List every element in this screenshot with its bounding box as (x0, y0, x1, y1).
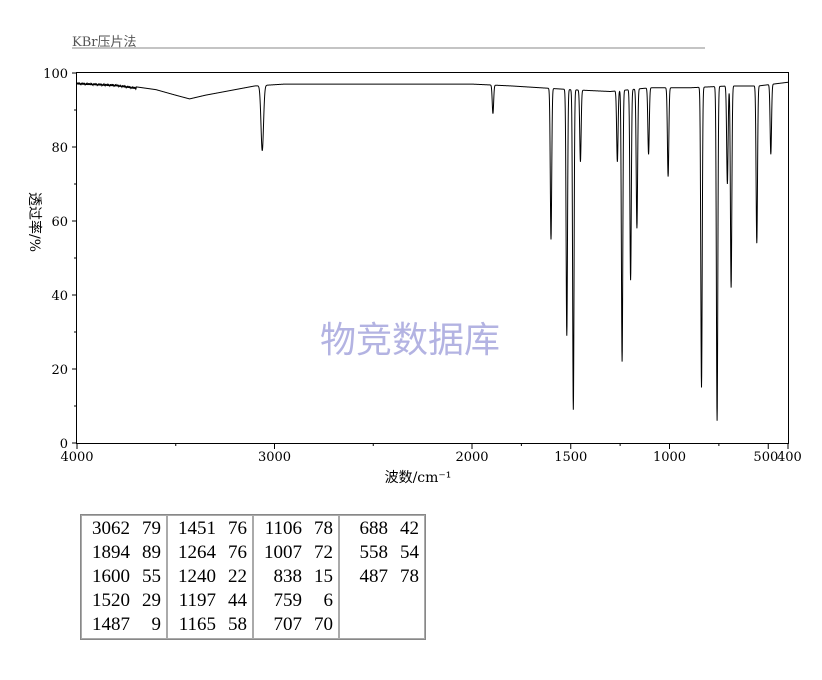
peak-entry: 1165 58 (172, 613, 247, 637)
peak-transmittance: 15 (314, 566, 333, 587)
y-tick-label: 40 (51, 289, 68, 304)
x-tick-label: 2000 (455, 450, 488, 465)
peak-wavenumber: 1520 (92, 590, 130, 611)
peak-wavenumber: 1106 (264, 518, 302, 539)
peak-transmittance: 78 (314, 518, 333, 539)
peak-entry: 688 42 (344, 517, 420, 541)
y-tick-label: 100 (43, 67, 68, 82)
peak-transmittance: 76 (228, 542, 247, 563)
y-tick-label: 0 (60, 437, 68, 452)
peak-transmittance: 76 (228, 518, 247, 539)
peak-transmittance: 79 (142, 518, 161, 539)
x-axis-label: 波数/cm⁻¹ (385, 470, 452, 486)
peak-table-column: 1106 78 1007 72 838 15 759 6 707 70 (253, 515, 339, 639)
peak-wavenumber: 487 (359, 566, 389, 587)
method-label: KBr压片法 (72, 35, 136, 50)
peak-entry: 558 54 (344, 541, 420, 565)
peak-transmittance: 9 (151, 614, 162, 635)
peak-entry: 759 6 (258, 589, 334, 613)
peak-transmittance: 70 (314, 614, 333, 635)
peak-entry: 1487 9 (86, 613, 161, 637)
peak-transmittance: 42 (400, 518, 419, 539)
peak-entry: 1106 78 (258, 517, 333, 541)
peak-wavenumber: 688 (359, 518, 389, 539)
peak-entry: 487 78 (344, 565, 420, 589)
peak-wavenumber: 3062 (92, 518, 130, 539)
peak-wavenumber: 1197 (178, 590, 216, 611)
peak-entry: 3062 79 (86, 517, 161, 541)
peak-transmittance: 44 (228, 590, 247, 611)
x-tick-label: 3000 (258, 450, 291, 465)
peak-transmittance: 22 (228, 566, 247, 587)
peak-table-column: 3062 79 1894 89 1600 55 1520 29 1487 9 (81, 515, 167, 639)
peak-entry: 1197 44 (172, 589, 247, 613)
peak-transmittance: 89 (142, 542, 161, 563)
peak-entry: 1451 76 (172, 517, 247, 541)
peak-wavenumber: 1600 (92, 566, 130, 587)
y-axis-ticks: 0 20 40 60 80 100 (43, 67, 77, 452)
y-tick-label: 20 (51, 363, 68, 378)
peak-table: 3062 79 1894 89 1600 55 1520 29 1487 9 1451 76 1264 7… (80, 514, 426, 640)
peak-wavenumber: 1165 (178, 614, 216, 635)
y-axis-label: 透过率/% (26, 192, 43, 252)
peak-entry: 1520 29 (86, 589, 161, 613)
y-tick-label: 60 (51, 215, 68, 230)
peak-entry: 707 70 (258, 613, 334, 637)
peak-transmittance: 29 (142, 590, 161, 611)
peak-wavenumber: 558 (359, 542, 389, 563)
peak-wavenumber: 1487 (92, 614, 130, 635)
peak-entry: 1264 76 (172, 541, 247, 565)
peak-transmittance: 58 (228, 614, 247, 635)
peak-entry: 1894 89 (86, 541, 161, 565)
peak-wavenumber: 1894 (92, 542, 130, 563)
peak-wavenumber: 838 (273, 566, 303, 587)
watermark: 物竞数据库 (320, 320, 500, 361)
x-tick-label: 400 (777, 450, 802, 465)
peak-table-column: 688 42 558 54 487 78 (339, 515, 425, 639)
x-tick-label: 1500 (554, 450, 587, 465)
peak-transmittance: 55 (142, 566, 161, 587)
x-tick-label: 4000 (60, 450, 93, 465)
ir-spectrum-chart: KBr压片法 物竞数据库 0 20 40 60 80 100 4000 3000 2000 15… (26, 35, 802, 486)
x-tick-label: 1000 (653, 450, 686, 465)
peak-transmittance: 6 (323, 590, 334, 611)
peak-table-column: 1451 76 1264 76 1240 22 1197 44 1165 58 (167, 515, 253, 639)
peak-entry: 1240 22 (172, 565, 247, 589)
peak-transmittance: 72 (314, 542, 333, 563)
peak-transmittance: 78 (400, 566, 419, 587)
peak-wavenumber: 1451 (178, 518, 216, 539)
y-tick-label: 80 (51, 141, 68, 156)
peak-wavenumber: 759 (273, 590, 303, 611)
peak-wavenumber: 1007 (264, 542, 302, 563)
peak-entry: 1007 72 (258, 541, 333, 565)
peak-wavenumber: 1240 (178, 566, 216, 587)
spectrum-line (76, 81, 789, 421)
peak-wavenumber: 1264 (178, 542, 216, 563)
x-tick-label: 500 (753, 450, 778, 465)
peak-entry: 838 15 (258, 565, 334, 589)
peak-entry: 1600 55 (86, 565, 161, 589)
peak-wavenumber: 707 (273, 614, 303, 635)
peak-transmittance: 54 (400, 542, 419, 563)
plot-frame (76, 72, 789, 444)
peak-table-row: 3062 79 1894 89 1600 55 1520 29 1487 9 1451 76 1264 7… (81, 515, 425, 639)
